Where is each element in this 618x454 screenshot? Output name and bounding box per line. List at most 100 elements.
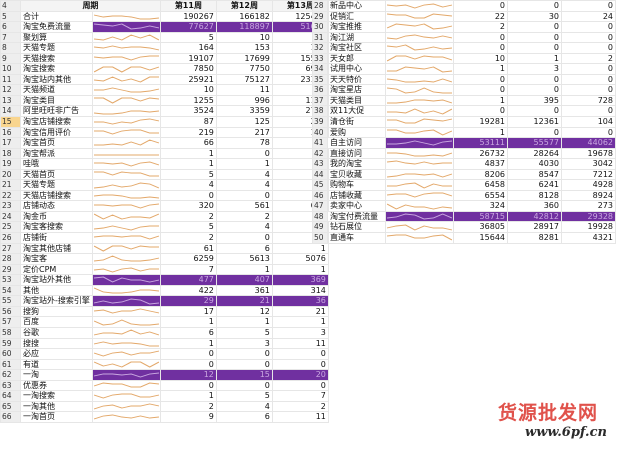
week-12-cell[interactable]: 361 (215, 284, 273, 297)
week-11-cell[interactable]: 324 (453, 200, 508, 212)
week-11-cell[interactable]: 1 (159, 337, 217, 350)
row-number[interactable]: 59 (0, 337, 21, 350)
week-12-cell[interactable]: 6 (215, 411, 273, 423)
channel-name-cell[interactable]: 天猫首页 (20, 168, 93, 181)
week-12-cell[interactable]: 5 (215, 326, 273, 339)
channel-name-cell[interactable]: 购物车 (327, 179, 386, 191)
week-12-cell[interactable]: 4 (215, 221, 273, 234)
week-11-cell[interactable]: 61 (159, 242, 217, 255)
sparkline-cell[interactable] (385, 221, 454, 234)
week-11-cell[interactable]: 12 (159, 369, 217, 381)
sparkline-cell[interactable] (385, 126, 454, 139)
week-12-cell[interactable]: 5613 (215, 253, 273, 265)
week-11-cell[interactable]: 6259 (159, 253, 217, 265)
week-11-cell[interactable]: 5 (159, 221, 217, 234)
week-11-cell[interactable]: 164 (159, 42, 217, 54)
week-13-cell[interactable]: 8924 (561, 189, 616, 202)
row-number[interactable]: 7 (0, 31, 21, 44)
row-number[interactable]: 32 (312, 42, 328, 54)
week-12-cell[interactable]: 10 (215, 31, 273, 44)
channel-name-cell[interactable]: 其他 (20, 284, 93, 297)
sparkline-cell[interactable] (385, 189, 454, 202)
week-13-cell[interactable]: 273 (561, 200, 616, 212)
channel-name-cell[interactable]: 淘金币 (20, 210, 93, 223)
sparkline-cell[interactable] (385, 137, 454, 149)
week-12-cell[interactable]: 0 (215, 232, 273, 244)
channel-name-cell[interactable]: 店铺动态 (20, 200, 93, 212)
week-11-cell[interactable]: 2 (159, 232, 217, 244)
week-12-cell[interactable]: 996 (215, 94, 273, 107)
week-12-cell[interactable]: 2 (215, 210, 273, 223)
sparkline-cell[interactable] (385, 0, 454, 12)
row-number[interactable]: 29 (312, 10, 328, 23)
channel-name-cell[interactable]: 我的淘宝 (327, 158, 386, 170)
channel-name-cell[interactable]: 清仓街 (327, 116, 386, 128)
sparkline-cell[interactable] (91, 21, 161, 33)
week-13-cell[interactable]: 3 (271, 326, 329, 339)
channel-name-cell[interactable]: 淘宝星店 (327, 84, 386, 96)
week-11-cell[interactable]: 0 (159, 379, 217, 392)
sparkline-cell[interactable] (91, 31, 161, 44)
week-12-cell[interactable]: 0 (507, 105, 562, 117)
week-12-cell[interactable]: 0 (507, 31, 562, 44)
channel-name-cell[interactable]: 优惠券 (20, 379, 93, 392)
week-13-cell[interactable]: 7 (271, 390, 329, 402)
channel-name-cell[interactable]: 淘宝免费流量 (20, 21, 93, 33)
week-11-cell[interactable]: 7 (159, 263, 217, 276)
sparkline-cell[interactable] (91, 358, 161, 371)
week-13-cell[interactable]: 1 (271, 316, 329, 328)
week-13-cell[interactable]: 11 (271, 411, 329, 423)
week-11-cell[interactable]: 36805 (453, 221, 508, 234)
row-number[interactable]: 17 (0, 137, 21, 149)
week-11-cell[interactable]: 0 (159, 189, 217, 202)
sparkline-cell[interactable] (91, 210, 161, 223)
week-11-cell[interactable]: 15644 (453, 232, 508, 244)
week-12-cell[interactable]: 1 (507, 52, 562, 65)
row-number[interactable]: 24 (0, 210, 21, 223)
week-13-cell[interactable]: 20 (271, 369, 329, 381)
channel-name-cell[interactable]: 合计 (20, 10, 93, 23)
row-number[interactable]: 37 (312, 94, 328, 107)
sparkline-cell[interactable] (91, 168, 161, 181)
channel-name-cell[interactable]: 哇哦 (20, 158, 93, 170)
channel-name-cell[interactable]: 谷歌 (20, 326, 93, 339)
week-12-cell[interactable]: 15 (215, 369, 273, 381)
week-12-cell[interactable]: 0 (215, 147, 273, 160)
row-number[interactable]: 30 (312, 21, 328, 33)
week-11-cell[interactable]: 2 (159, 210, 217, 223)
week-11-cell[interactable]: 422 (159, 284, 217, 297)
week-11-cell[interactable]: 0 (453, 105, 508, 117)
row-number[interactable]: 9 (0, 52, 21, 65)
row-number[interactable]: 64 (0, 390, 21, 402)
week-11-cell[interactable]: 3524 (159, 105, 217, 117)
week-11-cell[interactable]: 6554 (453, 189, 508, 202)
row-number[interactable]: 26 (0, 232, 21, 244)
row-number[interactable]: 49 (312, 221, 328, 234)
row-number[interactable]: 66 (0, 411, 21, 423)
channel-name-cell[interactable]: 淘宝其他店铺 (20, 242, 93, 255)
week-12-cell[interactable]: 4 (215, 179, 273, 191)
row-number[interactable]: 33 (312, 52, 328, 65)
channel-name-cell[interactable]: 搜搜 (20, 337, 93, 350)
channel-name-cell[interactable]: 淘宝信用评价 (20, 126, 93, 139)
week-13-cell[interactable]: 29328 (561, 210, 616, 223)
sparkline-cell[interactable] (91, 348, 161, 360)
sparkline-cell[interactable] (385, 42, 454, 54)
row-number[interactable]: 62 (0, 369, 21, 381)
week-12-cell[interactable]: 8281 (507, 232, 562, 244)
week-11-cell[interactable]: 1 (453, 63, 508, 75)
week-12-cell[interactable]: 28264 (507, 147, 562, 160)
sparkline-cell[interactable] (91, 52, 161, 65)
week-11-cell[interactable]: 77627 (159, 21, 217, 33)
sparkline-cell[interactable] (91, 295, 161, 307)
channel-name-cell[interactable]: 一淘其他 (20, 400, 93, 413)
week-12-cell[interactable]: 217 (215, 126, 273, 139)
row-number[interactable]: 34 (312, 63, 328, 75)
row-number[interactable]: 65 (0, 400, 21, 413)
channel-name-cell[interactable]: 钻石展位 (327, 221, 386, 234)
channel-name-cell[interactable]: 直通车 (327, 232, 386, 244)
sparkline-cell[interactable] (91, 94, 161, 107)
week-11-cell[interactable]: 0 (453, 31, 508, 44)
week-12-cell[interactable]: 55577 (507, 137, 562, 149)
week-13-cell[interactable]: 1 (271, 242, 329, 255)
